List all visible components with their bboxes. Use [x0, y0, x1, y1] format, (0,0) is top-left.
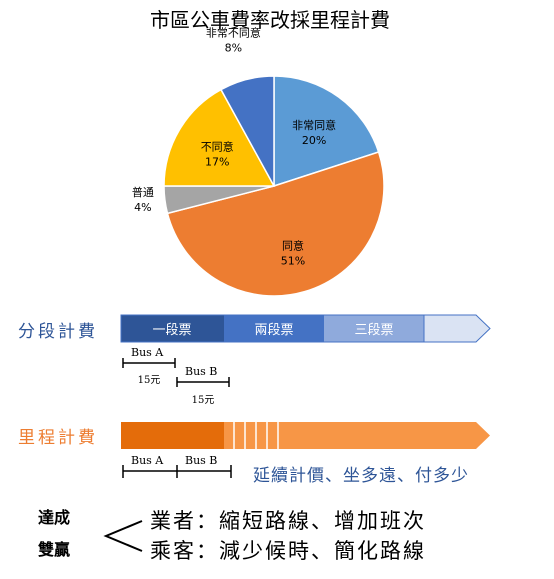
- segment-bar-outline: [120, 314, 425, 343]
- distance-arrow-tail: [224, 422, 490, 449]
- segment-fare-bar: 一段票 兩段票 三段票: [120, 314, 491, 343]
- pie-slice-0: [273, 75, 380, 188]
- pie-label-category-0: 非常同意: [292, 118, 336, 132]
- segment-fare-b: 15元: [192, 395, 215, 406]
- pie-label-value-1: 51%: [281, 254, 305, 267]
- segment-1-label: 一段票: [152, 323, 191, 338]
- segment-fare-a: 15元: [138, 375, 161, 386]
- segment-3-label: 三段票: [354, 323, 393, 338]
- win-win-title-line2: 雙贏: [38, 540, 70, 559]
- pie-label-category-2: 普通: [132, 185, 154, 199]
- chart-title: 市區公車費率改採里程計費: [150, 8, 390, 32]
- distance-bus-bracket: [122, 465, 232, 478]
- pie-label-category-3: 不同意: [201, 139, 234, 153]
- passenger-benefit: 乘客：減少候時、簡化路線: [150, 539, 426, 563]
- segment-2-label: 兩段票: [254, 323, 293, 338]
- pie-label-category-4: 非常不同意: [206, 26, 261, 40]
- segment-bus-a-bracket: [122, 358, 176, 368]
- pie-chart: 非常同意 20% 同意 51% 普通 4% 不同意 17% 非常不同意 8%: [132, 26, 385, 297]
- pie-label-value-0: 20%: [302, 134, 326, 147]
- distance-fare-bar: [121, 422, 490, 449]
- segment-2-block: [224, 315, 324, 342]
- pie-label-category-1: 同意: [282, 238, 304, 252]
- win-win-bracket: [103, 520, 143, 552]
- win-win-title-line1: 達成: [38, 508, 70, 527]
- segment-bus-a-label: Bus A: [131, 346, 164, 359]
- distance-fare-label: 里程計費: [18, 428, 98, 448]
- pie-slice-4: [219, 75, 275, 187]
- segment-3-block: [324, 315, 424, 342]
- distance-bus-b-label: Bus B: [185, 454, 217, 467]
- segment-arrow-tail: [423, 314, 491, 343]
- distance-main-block: [121, 422, 224, 449]
- pie-label-value-4: 8%: [225, 42, 242, 55]
- segment-bus-b-bracket: [176, 377, 230, 387]
- distance-bus-a-label: Bus A: [131, 454, 164, 467]
- segment-1-block: [121, 315, 224, 342]
- pie-label-value-2: 4%: [134, 201, 151, 214]
- distance-fare-note: 延續計價、坐多遠、付多少: [253, 466, 469, 486]
- pie-slice-1: [166, 151, 385, 297]
- pie-label-value-3: 17%: [205, 155, 229, 168]
- operator-benefit: 業者：縮短路線、增加班次: [150, 509, 426, 533]
- segment-fare-label: 分段計費: [18, 322, 98, 342]
- pie-slice-3: [163, 88, 276, 187]
- segment-bus-b-label: Bus B: [185, 365, 217, 378]
